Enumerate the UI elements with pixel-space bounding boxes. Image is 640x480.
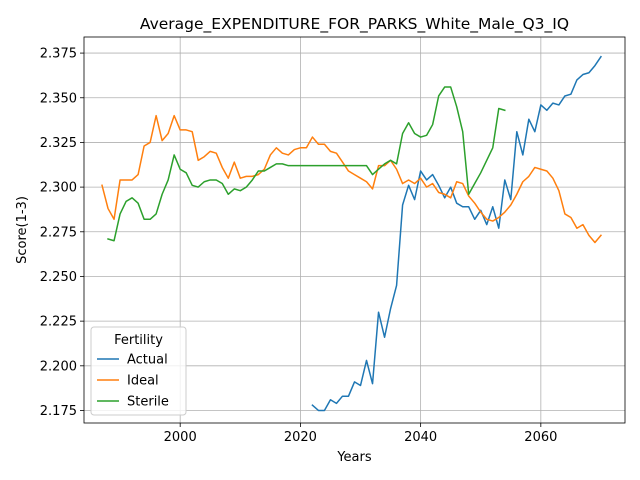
x-tick-label: 2000 xyxy=(164,430,197,445)
legend: Fertility Actual Ideal Sterile xyxy=(90,326,187,416)
series-line-sterile xyxy=(107,86,506,242)
y-tick-label: 2.200 xyxy=(40,359,77,374)
y-axis-ticks: 2.175 2.200 2.225 2.250 2.275 2.300 2.325 2.350… xyxy=(40,47,84,419)
y-tick-label: 2.350 xyxy=(40,91,77,106)
y-tick-label: 2.175 xyxy=(40,404,77,419)
y-axis-title: Score(1-3) xyxy=(15,196,30,264)
x-tick-label: 2060 xyxy=(524,430,557,445)
legend-label-sterile: Sterile xyxy=(127,395,169,410)
chart-title: Average_EXPENDITURE_FOR_PARKS_White_Male… xyxy=(140,15,569,34)
plot-area-frame xyxy=(83,36,626,424)
legend-box xyxy=(90,326,187,416)
y-tick-label: 2.300 xyxy=(40,181,77,196)
y-tick-label: 2.325 xyxy=(40,136,77,151)
series-line-ideal xyxy=(101,114,603,244)
series-lines xyxy=(101,55,603,412)
legend-title: Fertility xyxy=(114,333,163,348)
legend-items: Actual Ideal Sterile xyxy=(97,353,169,410)
legend-label-actual: Actual xyxy=(127,353,168,368)
legend-label-ideal: Ideal xyxy=(127,374,159,389)
y-tick-label: 2.250 xyxy=(40,270,77,285)
y-tick-label: 2.225 xyxy=(40,315,77,330)
grid-lines xyxy=(84,37,625,423)
x-axis-title: Years xyxy=(336,450,372,465)
x-axis-ticks: 2000 2020 2040 2060 xyxy=(164,423,557,445)
series-line-actual xyxy=(311,55,603,412)
x-tick-label: 2040 xyxy=(404,430,437,445)
x-tick-label: 2020 xyxy=(284,430,317,445)
y-tick-label: 2.275 xyxy=(40,225,77,240)
y-tick-label: 2.375 xyxy=(40,47,77,62)
